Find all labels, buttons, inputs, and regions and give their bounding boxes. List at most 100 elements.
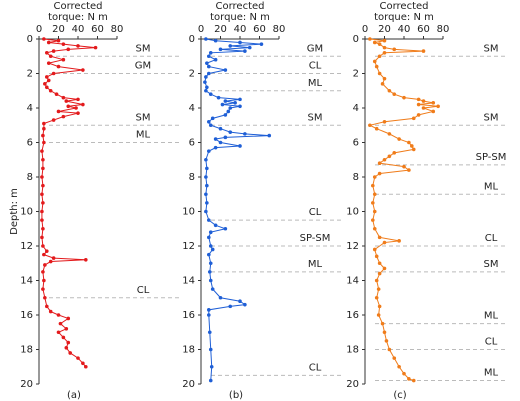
y-tick-label: 6 [189, 138, 195, 149]
torque-point [411, 116, 416, 121]
torque-point [213, 38, 218, 43]
x-tick-label: 60 [91, 24, 104, 35]
torque-point [40, 209, 44, 214]
torque-point [407, 168, 411, 172]
torque-point [41, 133, 45, 138]
torque-point [61, 335, 66, 340]
torque-point [380, 82, 385, 86]
torque-point [48, 88, 53, 93]
torque-point [213, 57, 218, 62]
y-tick-label: 4 [189, 103, 195, 114]
torque-point [213, 223, 218, 228]
torque-point [374, 254, 379, 259]
x-tick-label: 80 [111, 24, 124, 35]
torque-point [205, 85, 209, 90]
x-axis-title: torque: N m [48, 12, 108, 23]
torque-point [66, 104, 71, 109]
torque-point [382, 120, 387, 124]
layer-label: GM [307, 43, 323, 54]
torque-point [421, 49, 426, 53]
torque-point [387, 154, 392, 159]
torque-point [64, 327, 69, 331]
y-axis-title: Depth: m [9, 188, 20, 235]
torque-point [402, 164, 406, 169]
torque-point [371, 201, 375, 205]
y-tick-label: 18 [346, 345, 359, 356]
layer-label: CL [309, 61, 322, 72]
torque-point [46, 40, 51, 45]
torque-point [382, 330, 387, 335]
layer-label: ML [484, 181, 499, 192]
x-tick-label: 20 [378, 24, 391, 35]
torque-point [384, 339, 389, 343]
torque-point [374, 64, 379, 69]
torque-point [223, 99, 228, 103]
layer-label: SM [484, 259, 499, 270]
torque-point [56, 64, 61, 69]
torque-point [243, 302, 247, 307]
torque-point [377, 42, 382, 46]
torque-point [84, 258, 88, 262]
torque-point [376, 287, 381, 291]
y-tick-label: 2 [189, 69, 195, 80]
torque-point [372, 192, 377, 197]
panel: GM CL ML SM CL SP-SM ML CL 0 20 40 60 80 0 2 4 6 8 10 12 14 1… [182, 1, 341, 401]
torque-point [45, 304, 49, 309]
torque-point [372, 247, 377, 252]
torque-point [436, 104, 440, 109]
torque-point [207, 270, 212, 274]
y-tick-label: 12 [20, 241, 33, 252]
torque-point [45, 75, 49, 79]
torque-point [54, 92, 59, 96]
torque-point [259, 42, 264, 46]
y-tick-label: 10 [182, 207, 195, 218]
torque-point [41, 226, 45, 231]
torque-point [207, 313, 211, 317]
x-tick-label: 20 [52, 24, 65, 35]
torque-point [421, 106, 426, 110]
torque-point [247, 45, 252, 50]
torque-point [42, 252, 46, 257]
torque-point [402, 95, 406, 100]
torque-point [382, 157, 387, 162]
y-tick-label: 10 [346, 207, 359, 218]
torque-point [213, 137, 218, 141]
torque-point [46, 78, 51, 83]
torque-point [377, 54, 382, 59]
layer-label: SP-SM [300, 233, 331, 244]
torque-point [42, 37, 46, 41]
y-tick-label: 20 [346, 379, 359, 390]
torque-point [68, 351, 72, 355]
torque-point [368, 123, 372, 128]
y-tick-label: 2 [353, 69, 359, 80]
torque-point [209, 364, 214, 369]
panel-caption: (a) [67, 390, 81, 401]
x-tick-label: 60 [417, 24, 430, 35]
torque-point [377, 161, 382, 165]
torque-point [61, 57, 66, 62]
torque-point [228, 304, 233, 309]
layer-label: ML [484, 311, 499, 322]
torque-point [66, 316, 71, 321]
layer-label: CL [137, 285, 150, 296]
torque-point [377, 71, 382, 76]
torque-point [210, 247, 215, 252]
torque-point [205, 201, 209, 205]
torque-line [204, 38, 270, 381]
torque-point [66, 47, 71, 52]
x-tick-label: 40 [72, 24, 85, 35]
layer-label: CL [309, 362, 322, 373]
torque-point [84, 364, 88, 369]
layer-label: CL [309, 207, 322, 218]
torque-point [40, 218, 44, 222]
torque-point [41, 287, 45, 291]
y-tick-label: 20 [20, 379, 33, 390]
y-tick-label: 10 [20, 207, 33, 218]
torque-point [411, 378, 416, 383]
torque-point [43, 82, 47, 86]
layer-label: GM [135, 61, 151, 72]
y-tick-label: 4 [27, 103, 33, 114]
torque-point [407, 140, 411, 145]
torque-point [41, 201, 45, 205]
torque-point [204, 88, 208, 93]
